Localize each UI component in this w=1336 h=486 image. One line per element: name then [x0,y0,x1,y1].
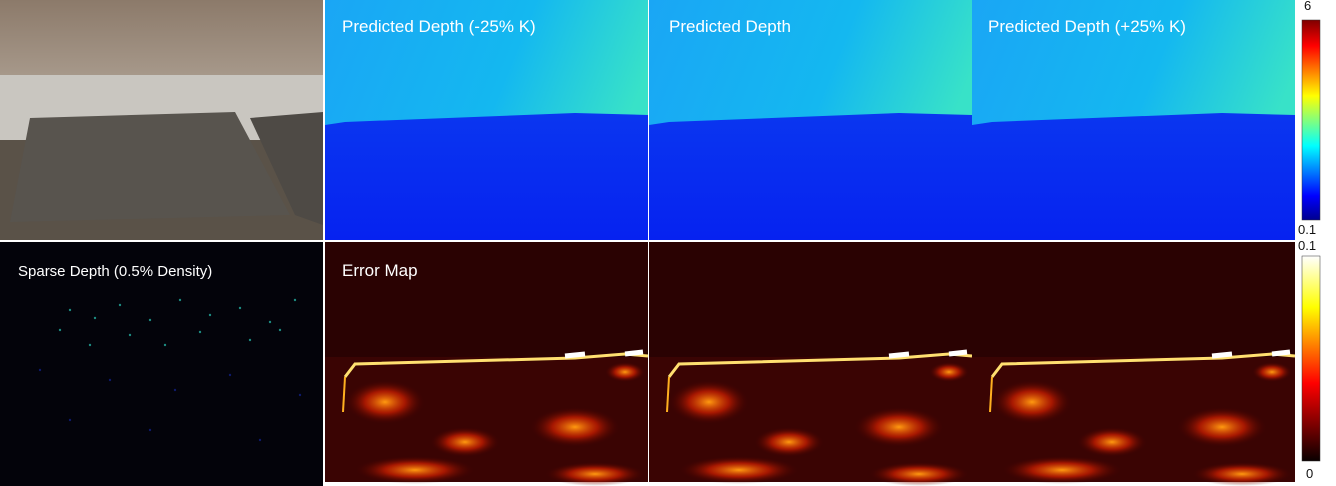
error-map [649,242,972,486]
panel-label: Predicted Depth [669,17,791,36]
panel-label: Error Map [342,261,418,280]
error-map [972,242,1295,486]
colorbar-label: 0.1 [1298,238,1316,253]
colorbar-label: 0 [1306,466,1313,481]
sparse-depth [0,242,323,486]
rgb-image [0,0,323,240]
panel-label: Sparse Depth (0.5% Density) [18,263,212,280]
depth-map [972,0,1295,240]
depth-map [649,0,972,240]
depth-map [325,0,648,240]
colorbar-error [1301,255,1321,462]
panel-label: Predicted Depth (-25% K) [342,17,536,36]
colorbar-depth [1301,19,1321,221]
panel-label: Predicted Depth (+25% K) [988,17,1186,36]
colorbar-label: 6 [1304,0,1311,13]
colorbar-label: 0.1 [1298,222,1316,237]
